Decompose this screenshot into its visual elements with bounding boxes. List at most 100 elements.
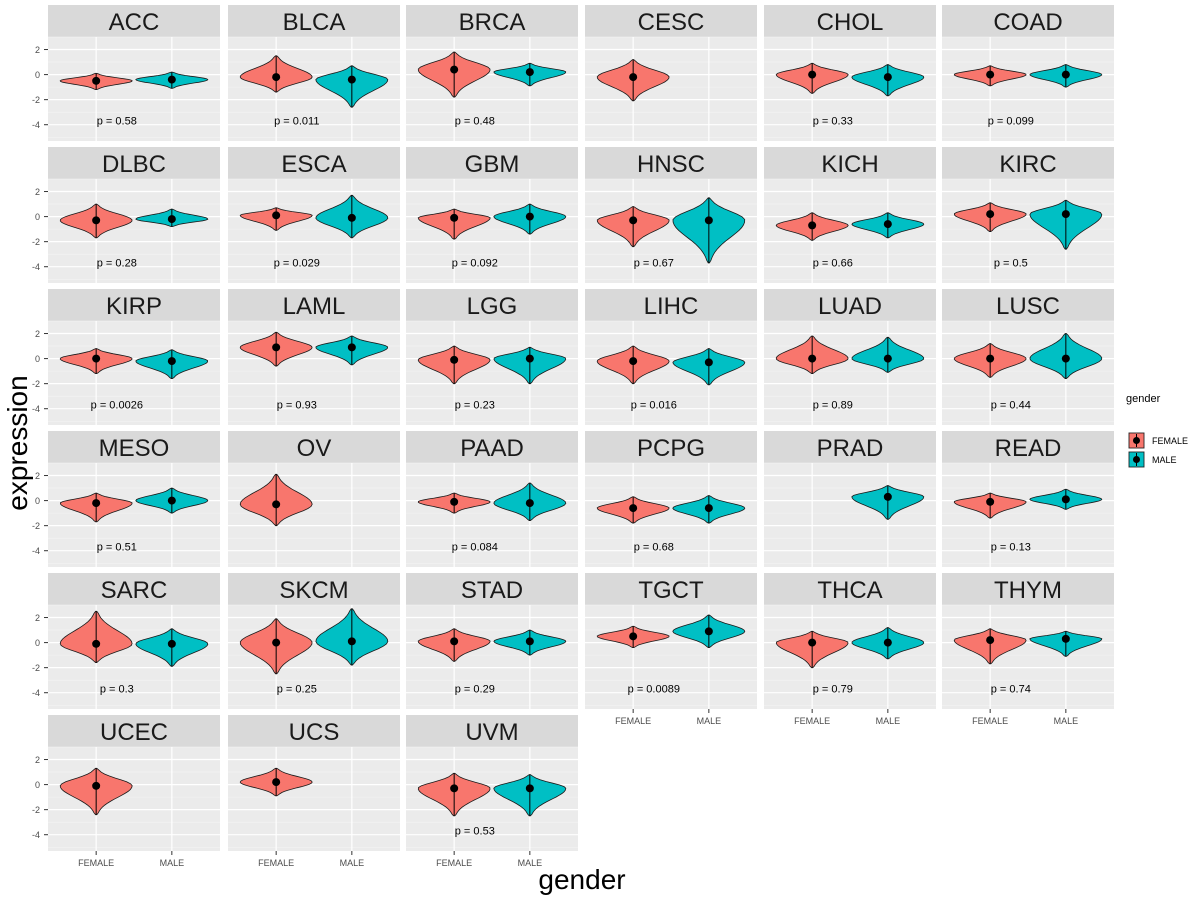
panel-strip [764, 289, 936, 321]
p-value-label: p = 0.67 [634, 257, 674, 269]
p-value-label: p = 0.0026 [91, 399, 143, 411]
panel-strip [48, 715, 220, 747]
panel-strip [228, 573, 400, 605]
violin-female-median-point [629, 632, 638, 641]
x-tick-label: FEMALE [258, 858, 294, 868]
panel-stad: STAD p = 0.29 [406, 573, 578, 709]
panel-background [228, 321, 400, 425]
panel-kich: KICH p = 0.66 [764, 147, 936, 283]
panel-coad: COAD p = 0.099 [942, 5, 1114, 141]
legend-key-point [1133, 437, 1140, 444]
panel-uvm: UVM p = 0.53 FEMALE MALE [406, 715, 578, 868]
violin-male-median-point [167, 357, 176, 366]
y-tick-label: -2 [32, 237, 40, 247]
p-value-label: p = 0.28 [97, 257, 137, 269]
panel-title: CESC [638, 9, 705, 36]
y-tick-label: -2 [32, 663, 40, 673]
panel-title: UCEC [100, 719, 168, 746]
panel-strip [48, 573, 220, 605]
panel-background [585, 37, 757, 141]
panel-background [228, 605, 400, 709]
x-axis-title: gender [538, 864, 625, 895]
violin-male-median-point [1061, 70, 1070, 79]
p-value-label: p = 0.51 [97, 541, 137, 553]
y-tick-label: -4 [32, 404, 40, 414]
panel-strip [406, 147, 578, 179]
legend-label-female: FEMALE [1152, 436, 1188, 446]
panel-title: BLCA [283, 9, 346, 36]
panel-skcm: SKCM p = 0.25 [228, 573, 400, 709]
panel-title: LGG [467, 293, 518, 320]
x-tick-label: FEMALE [794, 716, 830, 726]
violin-female-median-point [450, 65, 459, 74]
panel-strip [406, 5, 578, 37]
x-tick-label: FEMALE [615, 716, 651, 726]
panel-title: LUSC [996, 293, 1060, 320]
violin-female-median-point [450, 637, 459, 646]
p-value-label: p = 0.48 [455, 115, 495, 127]
x-tick-label: MALE [340, 858, 365, 868]
violin-male-median-point [883, 638, 892, 647]
violin-female-median-point [986, 497, 995, 506]
violin-male-median-point [883, 220, 892, 229]
panel-background [764, 463, 936, 567]
violin-male-median-point [704, 627, 713, 636]
violin-male-median-point [1061, 354, 1070, 363]
violin-male-median-point [704, 358, 713, 367]
violin-male-median-point [525, 784, 534, 793]
p-value-label: p = 0.0089 [628, 683, 680, 695]
panel-acc: ACC -4 -2 0 2 p = 0.58 [32, 5, 220, 141]
violin-male-median-point [167, 215, 176, 224]
violin-female-median-point [272, 500, 281, 509]
p-value-label: p = 0.29 [455, 683, 495, 695]
panel-strip [48, 5, 220, 37]
legend-entries: FEMALE MALE [1128, 432, 1188, 468]
panel-chol: CHOL p = 0.33 [764, 5, 936, 141]
panel-strip [764, 573, 936, 605]
panel-gbm: GBM p = 0.092 [406, 147, 578, 283]
violin-female-median-point [92, 354, 101, 363]
panel-strip [585, 431, 757, 463]
panel-tgct: TGCT p = 0.0089 FEMALE MALE [585, 573, 757, 726]
panel-background [942, 463, 1114, 567]
panel-strip [406, 289, 578, 321]
panel-ov: OV [228, 431, 400, 567]
panel-background [585, 321, 757, 425]
violin-male-median-point [883, 354, 892, 363]
panel-background [228, 179, 400, 283]
y-tick-label: 2 [35, 329, 40, 339]
panel-strip [764, 5, 936, 37]
x-tick-label: FEMALE [972, 716, 1008, 726]
panel-strip [942, 289, 1114, 321]
p-value-label: p = 0.53 [455, 825, 495, 837]
p-value-label: p = 0.89 [813, 399, 853, 411]
panel-title: HNSC [637, 151, 705, 178]
panel-background [764, 37, 936, 141]
y-tick-label: -2 [32, 379, 40, 389]
panel-strip [48, 289, 220, 321]
y-tick-label: 2 [35, 755, 40, 765]
panel-title: COAD [993, 9, 1062, 36]
violin-female-median-point [92, 781, 101, 790]
panel-strip [942, 5, 1114, 37]
panel-sarc: SARC -4 -2 0 2 p = 0.3 [32, 573, 220, 709]
p-value-label: p = 0.13 [991, 541, 1031, 553]
panel-background [48, 37, 220, 141]
panel-background [48, 179, 220, 283]
panel-thym: THYM p = 0.74 FEMALE MALE [942, 573, 1114, 726]
panel-background [48, 321, 220, 425]
violin-male-median-point [347, 75, 356, 84]
violin-female-median-point [92, 499, 101, 508]
violin-female-median-point [450, 497, 459, 506]
violin-male-median-point [883, 492, 892, 501]
p-value-label: p = 0.93 [277, 399, 317, 411]
violin-female-median-point [92, 216, 101, 225]
legend-label-male: MALE [1152, 455, 1177, 465]
x-tick-label: MALE [876, 716, 901, 726]
panel-background [48, 463, 220, 567]
violin-male-median-point [1061, 495, 1070, 504]
panel-esca: ESCA p = 0.029 [228, 147, 400, 283]
panel-prad: PRAD [764, 431, 936, 567]
p-value-label: p = 0.25 [277, 683, 317, 695]
